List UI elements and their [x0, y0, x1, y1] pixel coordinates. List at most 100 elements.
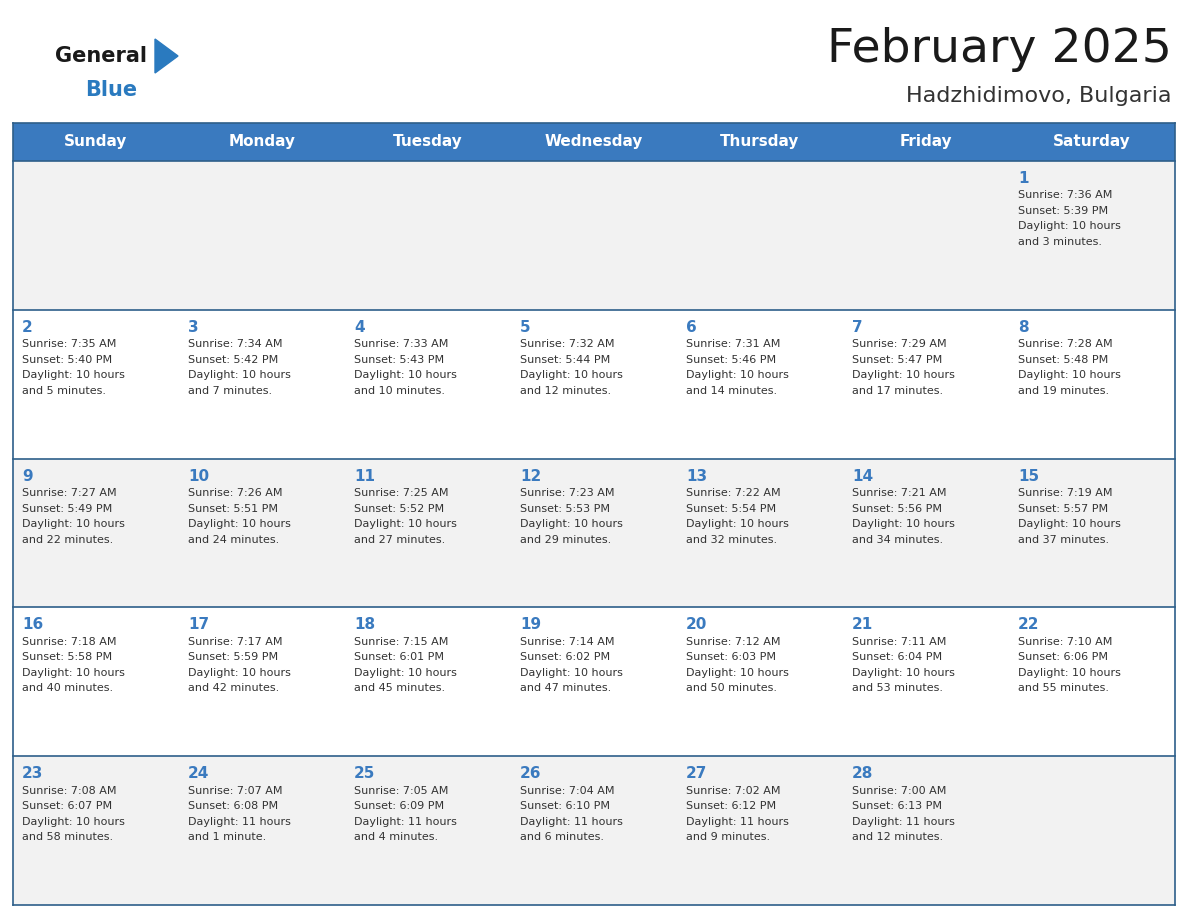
Text: Sunset: 5:49 PM: Sunset: 5:49 PM — [23, 504, 112, 513]
Text: Sunset: 6:01 PM: Sunset: 6:01 PM — [354, 653, 444, 663]
Text: Sunset: 5:43 PM: Sunset: 5:43 PM — [354, 354, 444, 364]
Text: Sunset: 5:53 PM: Sunset: 5:53 PM — [520, 504, 609, 513]
Text: Daylight: 11 hours: Daylight: 11 hours — [354, 817, 457, 827]
Text: and 22 minutes.: and 22 minutes. — [23, 534, 113, 544]
Text: 16: 16 — [23, 618, 43, 633]
Text: Sunset: 6:08 PM: Sunset: 6:08 PM — [188, 801, 278, 812]
Text: Daylight: 10 hours: Daylight: 10 hours — [852, 668, 955, 677]
Text: Sunset: 6:10 PM: Sunset: 6:10 PM — [520, 801, 609, 812]
Text: Sunrise: 7:11 AM: Sunrise: 7:11 AM — [852, 637, 947, 647]
Text: Sunrise: 7:32 AM: Sunrise: 7:32 AM — [520, 340, 614, 350]
Text: 2: 2 — [23, 319, 33, 335]
Text: 10: 10 — [188, 468, 209, 484]
Text: Sunset: 5:48 PM: Sunset: 5:48 PM — [1018, 354, 1108, 364]
Text: Sunrise: 7:31 AM: Sunrise: 7:31 AM — [685, 340, 781, 350]
Text: 7: 7 — [852, 319, 862, 335]
Text: 6: 6 — [685, 319, 696, 335]
Text: Sunrise: 7:21 AM: Sunrise: 7:21 AM — [852, 488, 947, 498]
Text: Daylight: 10 hours: Daylight: 10 hours — [354, 668, 457, 677]
Text: 8: 8 — [1018, 319, 1029, 335]
Text: General: General — [55, 46, 147, 66]
Text: 3: 3 — [188, 319, 198, 335]
Text: Sunrise: 7:23 AM: Sunrise: 7:23 AM — [520, 488, 614, 498]
Text: Sunset: 5:59 PM: Sunset: 5:59 PM — [188, 653, 278, 663]
Text: Daylight: 10 hours: Daylight: 10 hours — [23, 668, 125, 677]
Text: Sunday: Sunday — [64, 135, 127, 150]
Text: and 10 minutes.: and 10 minutes. — [354, 386, 446, 396]
Text: Daylight: 11 hours: Daylight: 11 hours — [188, 817, 291, 827]
Text: Sunrise: 7:18 AM: Sunrise: 7:18 AM — [23, 637, 116, 647]
Text: 27: 27 — [685, 767, 707, 781]
Text: Sunset: 5:54 PM: Sunset: 5:54 PM — [685, 504, 776, 513]
Text: Daylight: 10 hours: Daylight: 10 hours — [23, 519, 125, 529]
Text: Sunset: 6:12 PM: Sunset: 6:12 PM — [685, 801, 776, 812]
Text: Sunset: 6:03 PM: Sunset: 6:03 PM — [685, 653, 776, 663]
Text: 1: 1 — [1018, 171, 1029, 186]
Text: Daylight: 10 hours: Daylight: 10 hours — [188, 519, 291, 529]
Text: Sunset: 6:13 PM: Sunset: 6:13 PM — [852, 801, 942, 812]
Text: Sunset: 5:46 PM: Sunset: 5:46 PM — [685, 354, 776, 364]
Text: Daylight: 10 hours: Daylight: 10 hours — [23, 370, 125, 380]
Text: Sunrise: 7:25 AM: Sunrise: 7:25 AM — [354, 488, 449, 498]
Text: Sunrise: 7:07 AM: Sunrise: 7:07 AM — [188, 786, 283, 796]
Text: Daylight: 10 hours: Daylight: 10 hours — [520, 519, 623, 529]
Polygon shape — [154, 39, 178, 73]
Text: Monday: Monday — [228, 135, 296, 150]
Text: Sunset: 6:09 PM: Sunset: 6:09 PM — [354, 801, 444, 812]
Text: Sunrise: 7:34 AM: Sunrise: 7:34 AM — [188, 340, 283, 350]
Text: and 1 minute.: and 1 minute. — [188, 833, 266, 842]
Text: 21: 21 — [852, 618, 873, 633]
Text: 11: 11 — [354, 468, 375, 484]
Text: Daylight: 10 hours: Daylight: 10 hours — [852, 370, 955, 380]
Text: and 12 minutes.: and 12 minutes. — [520, 386, 611, 396]
Text: Sunset: 5:44 PM: Sunset: 5:44 PM — [520, 354, 611, 364]
Text: 23: 23 — [23, 767, 44, 781]
Text: Daylight: 10 hours: Daylight: 10 hours — [685, 370, 789, 380]
Bar — [13, 459, 1175, 608]
Text: and 50 minutes.: and 50 minutes. — [685, 683, 777, 693]
Text: Sunrise: 7:28 AM: Sunrise: 7:28 AM — [1018, 340, 1113, 350]
Text: 13: 13 — [685, 468, 707, 484]
Text: 17: 17 — [188, 618, 209, 633]
Bar — [13, 309, 1175, 459]
Text: Sunset: 5:40 PM: Sunset: 5:40 PM — [23, 354, 112, 364]
Text: 14: 14 — [852, 468, 873, 484]
Text: Daylight: 10 hours: Daylight: 10 hours — [1018, 668, 1120, 677]
Text: Sunrise: 7:36 AM: Sunrise: 7:36 AM — [1018, 191, 1112, 200]
Text: Sunrise: 7:15 AM: Sunrise: 7:15 AM — [354, 637, 448, 647]
Text: Sunrise: 7:35 AM: Sunrise: 7:35 AM — [23, 340, 116, 350]
Text: and 4 minutes.: and 4 minutes. — [354, 833, 438, 842]
Text: 22: 22 — [1018, 618, 1040, 633]
Bar — [13, 756, 1175, 905]
Text: Sunrise: 7:26 AM: Sunrise: 7:26 AM — [188, 488, 283, 498]
Text: Daylight: 10 hours: Daylight: 10 hours — [520, 668, 623, 677]
Text: Hadzhidimovo, Bulgaria: Hadzhidimovo, Bulgaria — [906, 86, 1173, 106]
Text: 9: 9 — [23, 468, 32, 484]
Text: 5: 5 — [520, 319, 531, 335]
Text: Tuesday: Tuesday — [393, 135, 463, 150]
Text: Sunset: 5:56 PM: Sunset: 5:56 PM — [852, 504, 942, 513]
Text: 28: 28 — [852, 767, 873, 781]
Text: Sunrise: 7:29 AM: Sunrise: 7:29 AM — [852, 340, 947, 350]
Text: Daylight: 10 hours: Daylight: 10 hours — [685, 519, 789, 529]
Text: Sunrise: 7:12 AM: Sunrise: 7:12 AM — [685, 637, 781, 647]
Text: and 58 minutes.: and 58 minutes. — [23, 833, 113, 842]
Text: Daylight: 10 hours: Daylight: 10 hours — [520, 370, 623, 380]
Text: Sunrise: 7:22 AM: Sunrise: 7:22 AM — [685, 488, 781, 498]
Text: Daylight: 10 hours: Daylight: 10 hours — [354, 370, 457, 380]
Text: and 7 minutes.: and 7 minutes. — [188, 386, 272, 396]
Text: 26: 26 — [520, 767, 542, 781]
Text: 18: 18 — [354, 618, 375, 633]
Text: and 12 minutes.: and 12 minutes. — [852, 833, 943, 842]
Text: Daylight: 10 hours: Daylight: 10 hours — [354, 519, 457, 529]
Text: Sunset: 5:39 PM: Sunset: 5:39 PM — [1018, 206, 1108, 216]
Text: Thursday: Thursday — [720, 135, 800, 150]
Text: Sunset: 6:02 PM: Sunset: 6:02 PM — [520, 653, 611, 663]
Text: Daylight: 11 hours: Daylight: 11 hours — [685, 817, 789, 827]
Text: and 34 minutes.: and 34 minutes. — [852, 534, 943, 544]
Text: and 47 minutes.: and 47 minutes. — [520, 683, 612, 693]
Text: Friday: Friday — [899, 135, 953, 150]
Text: Daylight: 10 hours: Daylight: 10 hours — [852, 519, 955, 529]
Text: Sunrise: 7:05 AM: Sunrise: 7:05 AM — [354, 786, 448, 796]
Bar — [13, 161, 1175, 309]
